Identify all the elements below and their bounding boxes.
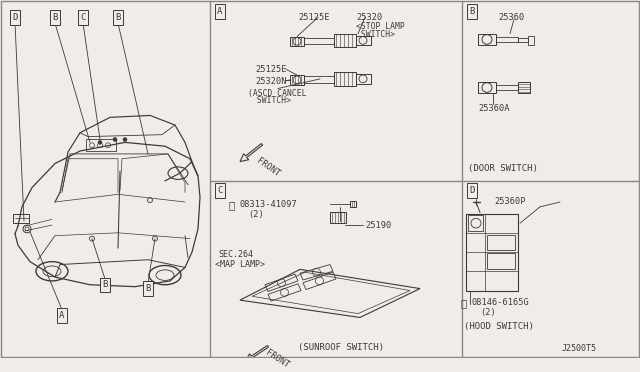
Bar (468, 215, 483, 231)
Text: 25360P: 25360P (494, 197, 525, 206)
Text: <STOP LAMP: <STOP LAMP (356, 22, 404, 31)
Text: SWITCH>: SWITCH> (356, 30, 395, 39)
FancyArrow shape (240, 144, 262, 161)
Text: SWITCH>: SWITCH> (252, 96, 291, 105)
Bar (478, 34, 496, 45)
Circle shape (113, 138, 117, 141)
FancyArrow shape (246, 346, 269, 361)
Circle shape (98, 141, 102, 144)
Circle shape (123, 138, 127, 141)
Bar (496, 36, 518, 42)
Text: B: B (469, 7, 475, 16)
Text: (DOOR SWITCH): (DOOR SWITCH) (468, 164, 538, 173)
Text: 25125E: 25125E (255, 65, 287, 74)
Text: C: C (80, 13, 86, 22)
Text: A: A (60, 311, 65, 320)
Text: FRONT: FRONT (255, 156, 282, 178)
Bar (350, 201, 356, 207)
Bar (334, 72, 356, 86)
Bar (304, 76, 334, 83)
Text: B: B (115, 13, 121, 22)
Text: 25125E: 25125E (298, 13, 330, 22)
Bar (487, 235, 515, 250)
Text: 25190: 25190 (365, 221, 391, 230)
Text: Ⓢ: Ⓢ (229, 200, 235, 210)
Text: J2500T5: J2500T5 (562, 344, 597, 353)
Text: B: B (52, 13, 58, 22)
Bar (13, 214, 29, 223)
Bar (290, 36, 304, 46)
Text: 08146-6165G: 08146-6165G (472, 298, 530, 307)
Text: SEC.264: SEC.264 (218, 250, 253, 259)
Bar (528, 36, 534, 45)
Text: (HOOD SWITCH): (HOOD SWITCH) (464, 322, 534, 331)
Bar (330, 212, 346, 223)
Text: 25320: 25320 (356, 13, 382, 22)
Text: 25360: 25360 (498, 13, 524, 22)
Text: C: C (218, 186, 223, 195)
Bar (290, 75, 304, 85)
Text: 25360A: 25360A (478, 104, 509, 113)
Text: B: B (102, 280, 108, 289)
Text: <MAP LAMP>: <MAP LAMP> (215, 260, 265, 269)
Bar (518, 82, 530, 93)
Text: D: D (469, 186, 475, 195)
Bar (466, 214, 518, 291)
Text: (2): (2) (248, 210, 264, 219)
Bar (487, 253, 515, 269)
Bar (356, 74, 371, 84)
Bar (478, 82, 496, 93)
Bar (518, 38, 528, 42)
Text: (2): (2) (480, 308, 496, 317)
Text: 08313-41097: 08313-41097 (240, 200, 298, 209)
Text: 25320N: 25320N (255, 77, 287, 86)
Text: Ⓢ: Ⓢ (461, 298, 467, 308)
Text: (SUNROOF SWITCH): (SUNROOF SWITCH) (298, 343, 384, 352)
Text: FRONT: FRONT (264, 348, 291, 370)
Bar (86, 140, 116, 151)
Bar (356, 36, 371, 45)
Text: D: D (12, 13, 18, 22)
Text: (ASCD CANCEL: (ASCD CANCEL (248, 89, 307, 97)
Text: B: B (145, 284, 150, 293)
Text: A: A (218, 7, 223, 16)
Bar (334, 34, 356, 47)
Bar (304, 38, 334, 44)
Bar (496, 85, 518, 90)
